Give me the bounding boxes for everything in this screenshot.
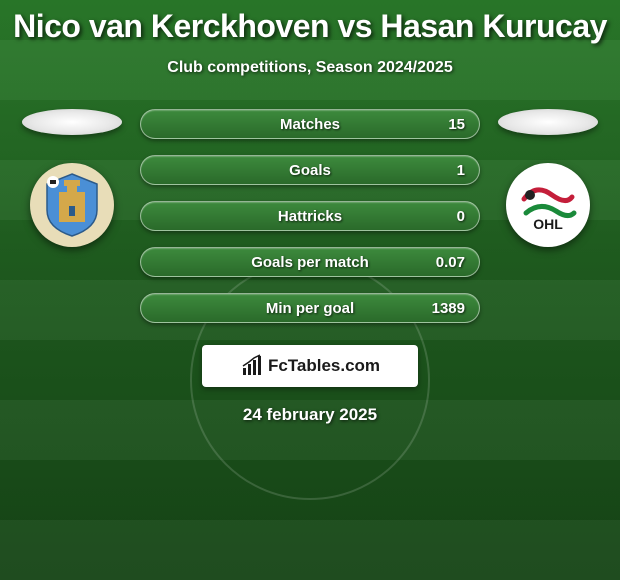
stat-row-hattricks: Hattricks 0 xyxy=(140,201,480,231)
stat-label: Min per goal xyxy=(266,300,354,317)
stat-value-right: 0 xyxy=(457,208,465,225)
subtitle: Club competitions, Season 2024/2025 xyxy=(0,59,620,77)
svg-text:OHL: OHL xyxy=(533,216,563,232)
stat-row-goals: Goals 1 xyxy=(140,155,480,185)
ohl-crest-icon: OHL xyxy=(516,173,580,237)
right-column: OHL xyxy=(498,109,598,247)
westerlo-crest-icon xyxy=(37,170,107,240)
stat-row-mpg: Min per goal 1389 xyxy=(140,293,480,323)
main-row: Matches 15 Goals 1 Hattricks 0 Goals per… xyxy=(0,109,620,323)
stat-value-right: 1389 xyxy=(432,300,465,317)
stat-row-gpm: Goals per match 0.07 xyxy=(140,247,480,277)
stat-value-right: 1 xyxy=(457,162,465,179)
brand-box[interactable]: FcTables.com xyxy=(202,345,418,387)
date-label: 24 february 2025 xyxy=(0,405,620,425)
stat-label: Goals xyxy=(289,162,331,179)
club-badge-right: OHL xyxy=(506,163,590,247)
stat-row-matches: Matches 15 xyxy=(140,109,480,139)
player-ellipse-left xyxy=(22,109,122,135)
stat-label: Matches xyxy=(280,116,340,133)
left-column xyxy=(22,109,122,247)
stats-list: Matches 15 Goals 1 Hattricks 0 Goals per… xyxy=(140,109,480,323)
stat-value-right: 15 xyxy=(448,116,465,133)
stat-value-right: 0.07 xyxy=(436,254,465,271)
stat-label: Goals per match xyxy=(251,254,369,271)
club-badge-left xyxy=(30,163,114,247)
content-wrapper: Nico van Kerckhoven vs Hasan Kurucay Clu… xyxy=(0,0,620,425)
player-ellipse-right xyxy=(498,109,598,135)
page-title: Nico van Kerckhoven vs Hasan Kurucay xyxy=(0,0,620,45)
stat-label: Hattricks xyxy=(278,208,342,225)
chart-icon xyxy=(240,354,264,378)
brand-text: FcTables.com xyxy=(268,356,380,376)
